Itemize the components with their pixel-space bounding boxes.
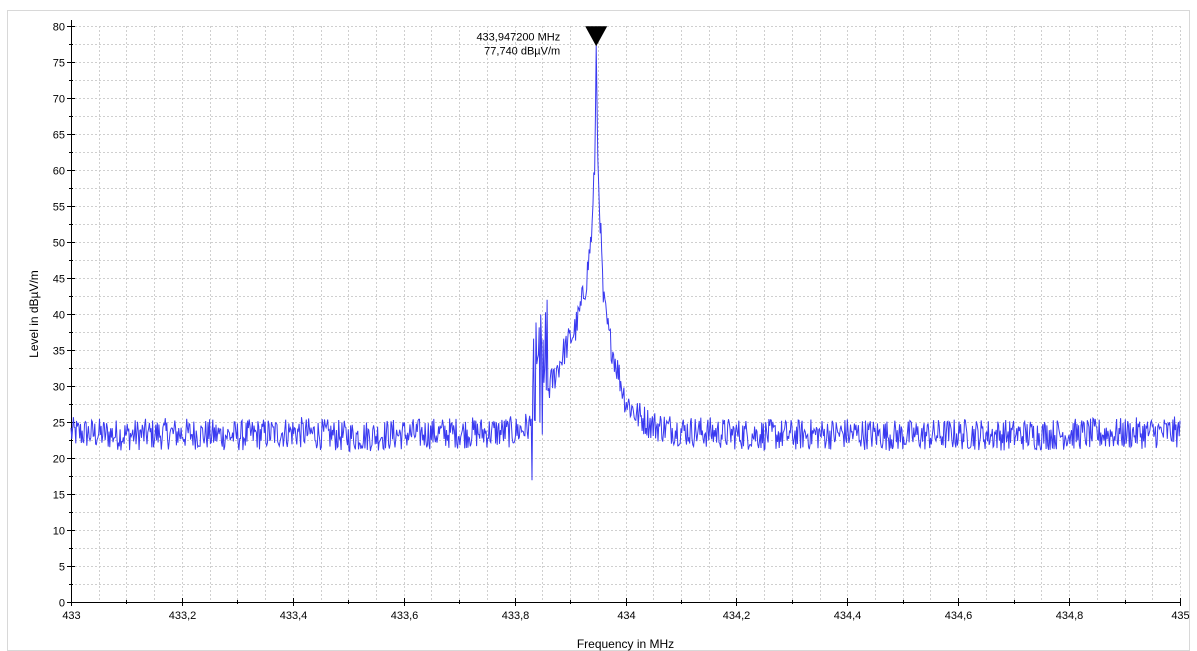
y-tick-label: 20: [53, 454, 65, 466]
peak-marker-icon: [585, 26, 608, 47]
y-tick-label: 30: [53, 382, 65, 394]
x-tick-label: 433: [62, 610, 80, 622]
y-tick-label: 45: [53, 274, 65, 286]
peak-marker-level: 77,740 dBµV/m: [484, 45, 560, 57]
tick-marks: [67, 26, 1181, 606]
spectrum-trace-series: [70, 45, 1181, 481]
y-tick-label: 5: [59, 562, 65, 574]
x-tick-label: 433,8: [502, 610, 530, 622]
y-tick-label: 25: [53, 418, 65, 430]
x-tick-label: 435: [1171, 610, 1189, 622]
y-tick-label: 10: [53, 526, 65, 538]
x-tick-label: 434,4: [834, 610, 862, 622]
x-tick-label: 434: [617, 610, 635, 622]
y-tick-label: 15: [53, 490, 65, 502]
x-tick-label: 433,6: [391, 610, 419, 622]
peak-marker-frequency: 433,947200 MHz: [476, 31, 560, 43]
x-tick-label: 434,8: [1056, 610, 1084, 622]
y-tick-label: 70: [53, 94, 65, 106]
x-tick-label: 434,2: [723, 610, 751, 622]
y-tick-label: 65: [53, 130, 65, 142]
x-tick-labels: 433 433,2 433,4 433,6 433,8 434 434,2 434,4 434,…: [62, 610, 1189, 622]
x-axis-title: Frequency in MHz: [577, 637, 674, 651]
y-tick-label: 75: [53, 58, 65, 70]
x-tick-label: 433,2: [169, 610, 197, 622]
y-tick-label: 80: [53, 22, 65, 34]
y-tick-label: 40: [53, 310, 65, 322]
grid-lines: [71, 26, 1181, 602]
y-tick-label: 60: [53, 166, 65, 178]
y-tick-label: 50: [53, 238, 65, 250]
y-axis-title: Level in dBµV/m: [27, 270, 41, 358]
y-tick-label: 0: [59, 598, 65, 610]
y-tick-label: 35: [53, 346, 65, 358]
x-tick-label: 434,6: [945, 610, 973, 622]
y-tick-label: 55: [53, 202, 65, 214]
x-tick-label: 433,4: [280, 610, 308, 622]
y-tick-labels: 0 5 10 15 20 25 30 35 40 45 50 55 60 65 70 75 80: [53, 22, 65, 610]
